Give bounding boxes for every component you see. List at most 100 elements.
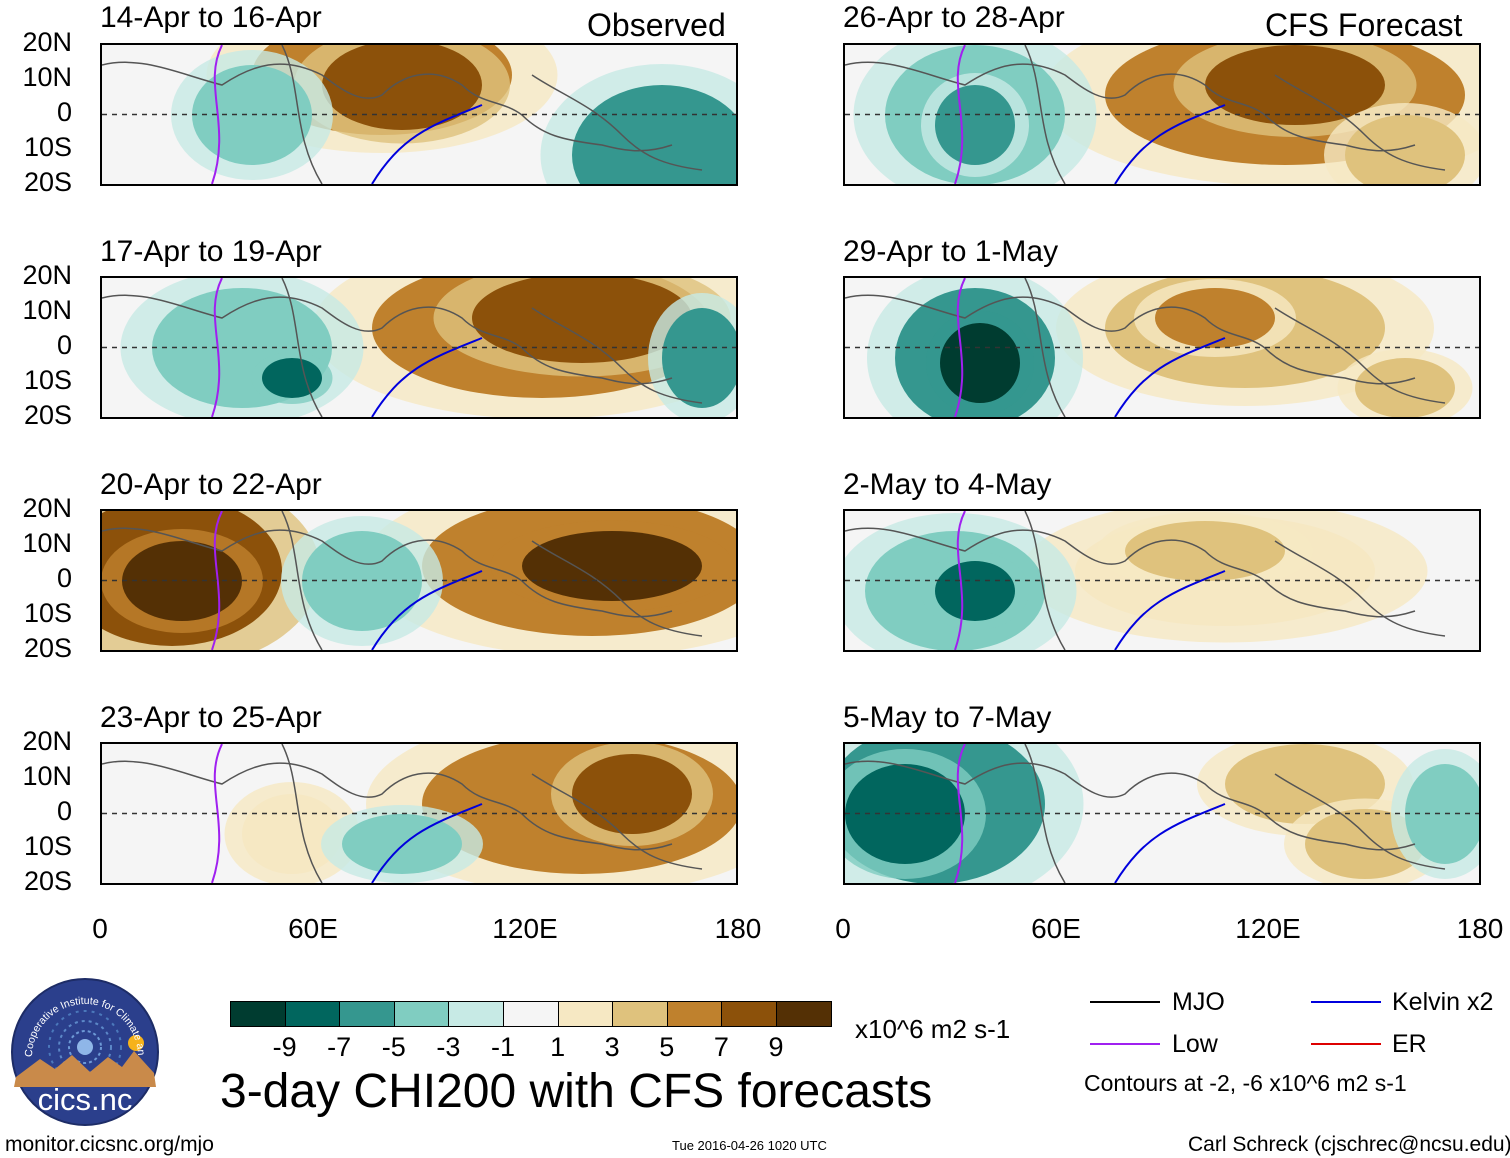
anomaly-blob <box>262 358 322 398</box>
y-tick-label: 0 <box>56 563 72 593</box>
logo-name: cics.nc <box>38 1082 133 1117</box>
coastline <box>1024 511 1066 650</box>
y-tick-label: 20S <box>23 866 72 896</box>
panel-title: 17-Apr to 19-Apr <box>100 235 322 268</box>
colorbar-swatch <box>284 1001 341 1027</box>
contour-low <box>954 744 966 883</box>
y-tick-label: 10S <box>23 598 72 628</box>
contour-kelvin <box>371 337 483 417</box>
coastline <box>281 744 323 883</box>
colorbar-swatch <box>448 1001 504 1027</box>
chart-panel-observed-3 <box>100 509 738 652</box>
colorbar-label: 5 <box>659 1032 675 1062</box>
y-tick-label: 10S <box>23 132 72 162</box>
contour-kelvin <box>371 104 483 184</box>
coastline <box>281 278 323 417</box>
colorbar-swatch <box>503 1001 559 1027</box>
coastline <box>281 511 323 650</box>
x-tick-label: 120E <box>492 913 558 944</box>
colorbar-label: -5 <box>381 1032 406 1062</box>
x-tick-label: 180 <box>1456 913 1504 944</box>
coastline <box>1024 45 1066 184</box>
coastline <box>102 294 673 385</box>
anomaly-blob <box>935 85 1015 165</box>
colorbar-label: 9 <box>768 1032 784 1062</box>
cfs-forecast-header: CFS Forecast <box>1265 7 1463 43</box>
coastline <box>845 760 1416 851</box>
x-tick-label: 60E <box>1031 913 1081 944</box>
colorbar-label: -3 <box>436 1032 461 1062</box>
coastline <box>845 294 1416 385</box>
y-tick-label: 20S <box>23 167 72 197</box>
anomaly-blob <box>1345 115 1465 184</box>
chart-panel-forecast-4 <box>843 742 1481 885</box>
coastline <box>1274 74 1446 171</box>
observed-header: Observed <box>587 7 726 43</box>
colorbar-swatch <box>666 1001 723 1027</box>
coastline <box>1024 278 1066 417</box>
colorbar-label: 1 <box>550 1032 566 1062</box>
contour-low <box>211 511 223 650</box>
contour-low <box>954 45 966 184</box>
colorbar-swatch <box>612 1001 668 1027</box>
anomaly-blob <box>1155 288 1275 348</box>
anomaly-blob <box>1205 45 1385 125</box>
y-tick-label: 20N <box>22 726 72 756</box>
coastline <box>1024 744 1066 883</box>
panel-title: 23-Apr to 25-Apr <box>100 701 322 734</box>
coastline <box>281 45 323 184</box>
coastline <box>1274 773 1446 870</box>
anomaly-blob <box>342 814 462 874</box>
footer-timestamp: Tue 2016-04-26 1020 UTC <box>672 1138 827 1153</box>
colorbar-swatch <box>339 1001 395 1027</box>
coastline <box>845 61 1416 152</box>
legend-note: Contours at -2, -6 x10^6 m2 s-1 <box>1084 1070 1407 1096</box>
legend-swatch-mjo <box>1090 1001 1160 1003</box>
x-tick-label: 180 <box>714 913 762 944</box>
coastline <box>1274 307 1446 404</box>
contour-low <box>211 45 223 184</box>
contour-low <box>211 278 223 417</box>
y-tick-label: 10S <box>23 831 72 861</box>
contour-low <box>211 744 223 883</box>
anomaly-blob <box>662 308 736 408</box>
y-tick-label: 0 <box>56 330 72 360</box>
footer-author: Carl Schreck (cjschrec@ncsu.edu) <box>1188 1133 1510 1156</box>
contour-kelvin <box>1114 803 1226 883</box>
legend-swatch-er <box>1311 1043 1381 1045</box>
colorbar-label: -9 <box>272 1032 297 1062</box>
anomaly-blob <box>572 754 692 834</box>
chart-title: 3-day CHI200 with CFS forecasts <box>220 1065 933 1118</box>
colorbar-label: -1 <box>490 1032 515 1062</box>
y-tick-label: 0 <box>56 97 72 127</box>
y-tick-label: 10N <box>22 761 72 791</box>
legend-label: Low <box>1172 1030 1218 1058</box>
anomaly-blob <box>522 531 702 601</box>
y-tick-label: 20S <box>23 400 72 430</box>
legend-label: MJO <box>1172 988 1225 1016</box>
anomaly-blob <box>1355 358 1455 417</box>
y-tick-label: 0 <box>56 796 72 826</box>
anomaly-blob <box>1405 764 1479 864</box>
coastline <box>531 74 703 171</box>
y-tick-label: 10N <box>22 528 72 558</box>
colorbar-swatch <box>393 1001 450 1027</box>
panel-title: 20-Apr to 22-Apr <box>100 468 322 501</box>
x-tick-label: 120E <box>1235 913 1301 944</box>
colorbar-swatch <box>776 1001 832 1027</box>
contour-kelvin <box>1114 570 1226 650</box>
anomaly-blob <box>322 45 482 130</box>
y-tick-label: 20N <box>22 27 72 57</box>
footer-url[interactable]: monitor.cicsnc.org/mjo <box>5 1133 214 1156</box>
colorbar-label: 3 <box>604 1032 620 1062</box>
chart-panel-observed-1 <box>100 43 738 186</box>
y-tick-label: 10S <box>23 365 72 395</box>
anomaly-blob <box>472 278 692 363</box>
legend-label: ER <box>1392 1030 1427 1058</box>
contour-low <box>954 278 966 417</box>
y-tick-label: 10N <box>22 295 72 325</box>
legend-swatch-low <box>1090 1043 1160 1045</box>
y-tick-label: 10N <box>22 62 72 92</box>
panel-title: 14-Apr to 16-Apr <box>100 1 322 34</box>
panel-title: 2-May to 4-May <box>843 468 1052 501</box>
